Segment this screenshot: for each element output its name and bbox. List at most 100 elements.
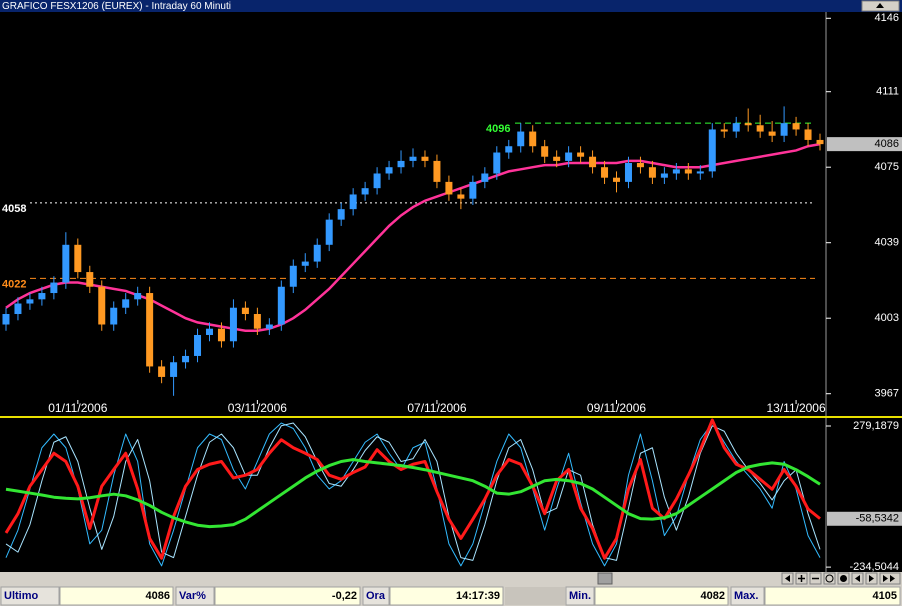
candle-body <box>337 209 345 220</box>
candle-body <box>373 173 381 189</box>
status-label-cell <box>175 586 215 606</box>
y-tick-label: 279,1879 <box>853 420 899 432</box>
candle-body <box>445 181 453 195</box>
status-value-cell <box>389 586 504 606</box>
candle-body <box>74 244 82 273</box>
button-icon <box>876 3 884 8</box>
x-tick-label: 09/11/2006 <box>587 401 646 415</box>
status-value-cell <box>59 586 174 606</box>
candle-body <box>98 286 106 325</box>
reference-label: 4058 <box>2 203 26 215</box>
candle-body <box>744 123 752 126</box>
status-value: 4082 <box>701 590 725 602</box>
candle-body <box>613 177 621 182</box>
candle-body <box>253 314 261 329</box>
zoom-fit[interactable] <box>823 572 836 585</box>
candle-body <box>110 307 118 325</box>
candle-body <box>194 334 202 356</box>
candle-body <box>505 146 513 153</box>
candle-body <box>553 156 561 161</box>
candle-body <box>182 355 190 363</box>
candle-body <box>648 167 656 178</box>
candle-body <box>409 156 417 161</box>
candle-body <box>768 131 776 136</box>
candle-body <box>636 163 644 168</box>
candle-body <box>229 307 237 342</box>
y-tick-label: 4003 <box>875 312 899 324</box>
arrow-icon <box>855 575 860 582</box>
scroll-thumb[interactable] <box>597 572 613 585</box>
y-tick-label: -234,5044 <box>849 561 899 573</box>
candle-body <box>26 299 34 304</box>
candle-body <box>158 366 166 377</box>
candle-body <box>577 152 585 157</box>
last-value-label: 4086 <box>875 138 899 150</box>
candle-body <box>349 194 357 210</box>
candle-body <box>792 123 800 130</box>
y-tick-label: 4111 <box>876 86 899 98</box>
candle-body <box>816 139 824 145</box>
candle-body <box>541 146 549 157</box>
candle-body <box>804 129 812 140</box>
candle-body <box>62 244 70 283</box>
reference-label-bg <box>0 201 30 215</box>
title-button[interactable] <box>861 0 900 12</box>
plus-icon <box>798 575 805 582</box>
candle-body <box>313 244 321 262</box>
candle-body <box>301 261 309 266</box>
last-value-box <box>827 137 902 152</box>
candle-body <box>529 131 537 147</box>
status-blank <box>505 587 565 605</box>
status-value: -0,22 <box>332 590 357 602</box>
status-value: 4086 <box>146 590 170 602</box>
candle-body <box>385 167 393 174</box>
status-value: 4105 <box>873 590 897 602</box>
candle-body <box>397 160 405 168</box>
candle-body <box>325 219 333 245</box>
x-tick-label: 01/11/2006 <box>48 401 107 415</box>
candle-body <box>457 194 465 199</box>
candle-body <box>469 181 477 199</box>
status-value: 14:17:39 <box>456 590 500 602</box>
moving-average <box>5 142 821 333</box>
status-label: Ultimo <box>4 590 39 602</box>
x-tick-label: 07/11/2006 <box>407 401 466 415</box>
last-value-box <box>827 511 902 526</box>
y-tick-label: 3967 <box>875 388 899 400</box>
status-value-cell <box>594 586 729 606</box>
candle-body <box>756 125 764 132</box>
oscillator-line <box>5 422 821 567</box>
candle-body <box>421 156 429 161</box>
reference-label-bg <box>0 277 30 291</box>
arrow-icon <box>869 575 874 582</box>
candle-body <box>696 171 704 174</box>
arrow-icon <box>785 575 790 582</box>
candle-body <box>122 299 130 308</box>
status-value-cell <box>214 586 361 606</box>
x-tick-label: 03/11/2006 <box>228 401 287 415</box>
candle-body <box>361 188 369 195</box>
candle-body <box>589 156 597 168</box>
status-label-cell <box>565 586 595 606</box>
candle-body <box>277 286 285 325</box>
status-label-cell <box>362 586 390 606</box>
scrollbar[interactable] <box>0 572 902 585</box>
title-bar <box>0 0 902 12</box>
circle-icon <box>840 575 847 582</box>
status-value-cell <box>764 586 901 606</box>
candle-body <box>493 152 501 174</box>
y-tick-label: 4039 <box>875 237 899 249</box>
oscillator-line <box>4 418 821 560</box>
candle-body <box>732 123 740 132</box>
candle-body <box>2 314 10 325</box>
candle-body <box>624 163 632 182</box>
candle-body <box>433 160 441 182</box>
candle-body <box>481 173 489 182</box>
status-label: Min. <box>569 590 591 602</box>
candle-body <box>170 362 178 377</box>
candle-body <box>672 169 680 174</box>
scroll-track[interactable] <box>0 572 902 585</box>
candle-body <box>205 328 213 335</box>
candle-body <box>265 324 273 329</box>
status-label-cell <box>0 586 60 606</box>
